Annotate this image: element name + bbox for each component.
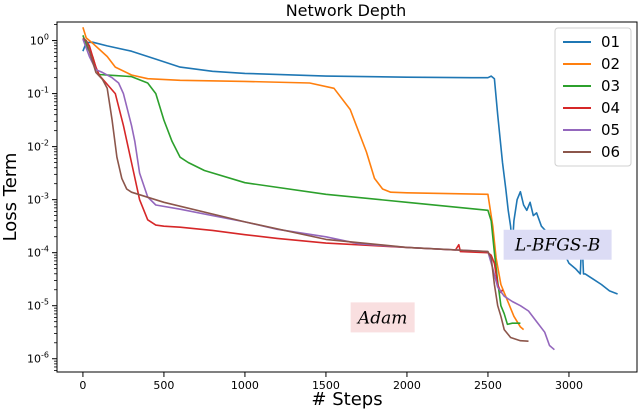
x-tick-label: 1000 [231,379,259,392]
y-tick-label: 10-5 [27,298,49,313]
y-tick-label: 10-4 [27,245,49,260]
y-tick-label: 10-1 [27,86,49,101]
y-tick-base: 10 [27,353,41,366]
y-tick-exponent: -5 [41,298,49,307]
y-tick-base: 10 [27,194,41,207]
series-line-03 [82,35,521,326]
y-tick-exponent: -6 [41,351,49,360]
legend-label: 01 [601,33,620,51]
x-tick-label: 0 [79,379,86,392]
x-tick-label: 2500 [474,379,502,392]
annotation-box [350,302,415,333]
y-tick-base: 10 [27,88,41,101]
annotations: Adam L-BFGS-B [350,229,612,333]
y-tick-label: 10-3 [27,192,49,207]
x-tick-label: 2000 [393,379,421,392]
plot-frame [56,21,638,373]
y-tick-base: 10 [27,141,41,154]
y-tick-label: 10-2 [27,139,49,154]
y-tick-base: 10 [27,300,41,313]
x-axis-label: # Steps [311,389,382,410]
series-line-06 [82,37,529,342]
y-tick-label: 10-6 [27,351,49,366]
annotation-box [503,229,612,260]
chart-title: Network Depth [286,1,407,20]
legend-box [554,27,632,167]
x-tick-label: 3000 [555,379,583,392]
y-axis-label: Loss Term [0,153,21,242]
y-tick-label: 100 [30,33,49,48]
legend-label: 05 [601,121,620,139]
legend: 01 02 03 04 05 06 [554,27,632,167]
x-tick-label: 500 [153,379,174,392]
y-tick-base: 10 [30,35,44,48]
legend-label: 06 [601,143,620,161]
y-tick-exponent: 0 [44,33,49,42]
x-tick-label: 1500 [312,379,340,392]
legend-label: 04 [601,99,620,117]
annotation-label: L-BFGS-B [514,236,600,256]
y-tick-exponent: -3 [41,192,49,201]
annotation-label: Adam [356,308,407,328]
y-tick-base: 10 [27,247,41,260]
y-tick-exponent: -2 [41,139,49,148]
y-tick-exponent: -1 [41,86,49,95]
legend-label: 02 [601,55,620,73]
series-line-02 [82,27,525,331]
y-tick-exponent: -4 [41,245,49,254]
series-line-01 [82,41,618,295]
x-axis: 0 500 1000 1500 2000 2500 3000 [79,372,583,392]
legend-label: 03 [601,77,620,95]
plot-area [82,27,618,351]
